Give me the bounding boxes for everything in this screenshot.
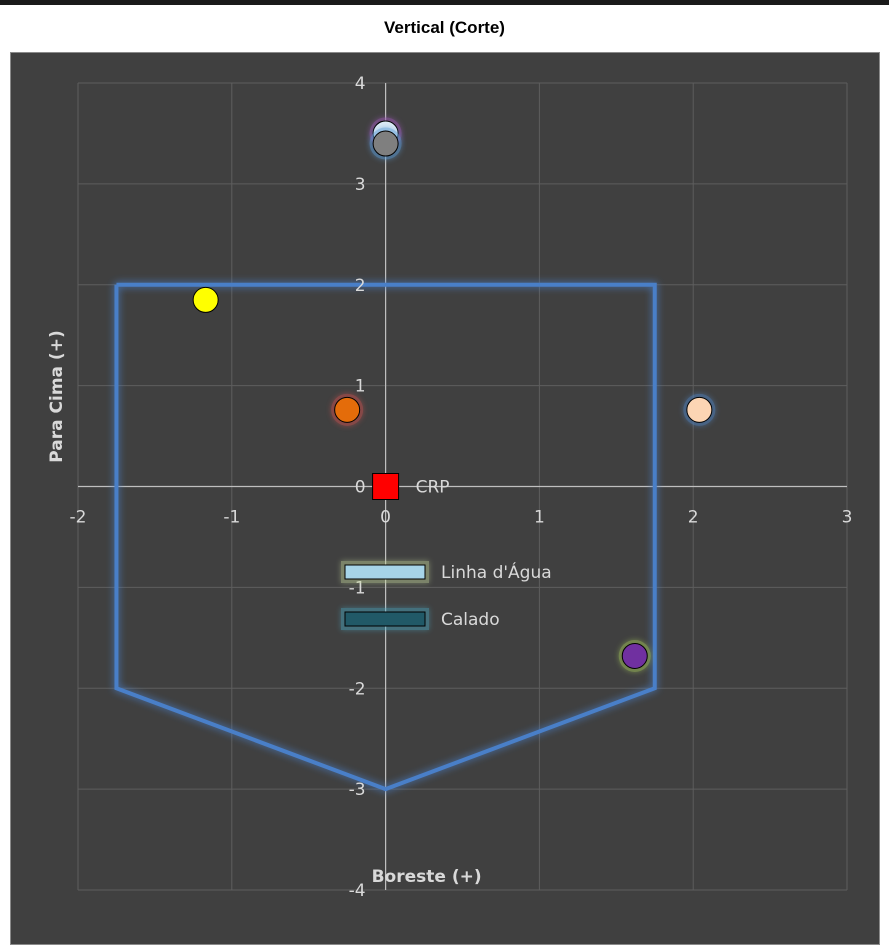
y-tick-label: -4 [349,881,366,901]
x-tick-label: 2 [688,508,699,528]
x-tick-label: -1 [223,508,240,528]
y-tick-label: 3 [355,175,366,195]
x-tick-label: 1 [534,508,545,528]
y-tick-label: -3 [349,780,366,800]
tick-labels: -2 -1 0 1 2 3 -4 -3 -2 -1 0 1 2 3 4 [70,74,853,901]
chart-title: Vertical (Corte) [384,18,505,37]
hull-outline [114,282,657,792]
legend-label: Linha d'Água [441,561,552,583]
data-label: CRP [416,478,450,498]
y-tick-label: 0 [355,478,366,498]
data-points: CRP [192,117,716,672]
x-tick-label: 3 [842,508,853,528]
y-tick-label: 1 [355,377,366,397]
data-point [192,286,219,313]
y-tick-label: -1 [349,578,366,598]
x-tick-label: 0 [380,508,391,528]
y-tick-label: 2 [355,276,366,296]
hull-outline-group [114,282,657,792]
data-point [334,396,361,423]
data-point [621,642,648,669]
legend: Linha d'Água Calado [341,561,552,630]
x-axis-title: Boreste (+) [372,867,482,887]
x-tick-label: -2 [70,508,87,528]
data-point [686,396,713,423]
chart-area [10,52,880,945]
y-axis-title: Para Cima (+) [47,330,67,462]
axes [78,83,847,890]
legend-label: Calado [441,610,500,630]
data-point [372,473,400,500]
legend-swatch [344,564,426,580]
data-point [372,130,399,157]
y-tick-label: 4 [355,74,366,94]
top-border [0,0,889,5]
legend-swatch [344,611,426,627]
y-tick-label: -2 [349,679,366,699]
